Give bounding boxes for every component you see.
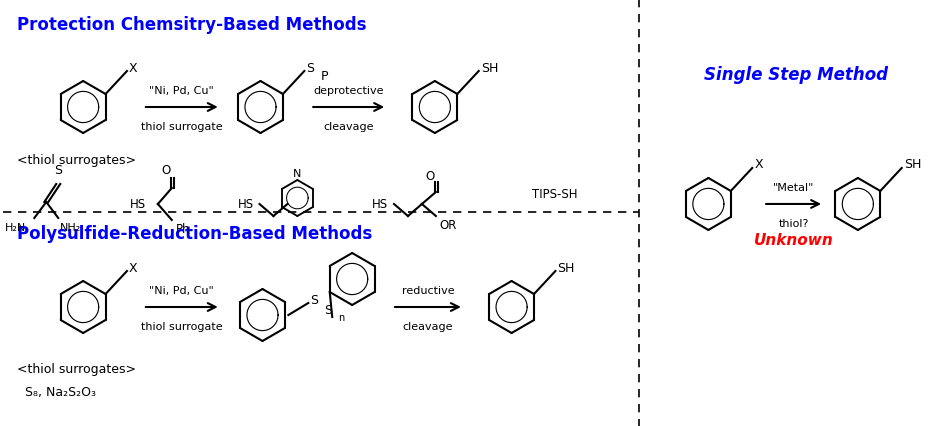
Text: deprotective: deprotective (313, 86, 384, 96)
Text: HS: HS (237, 198, 253, 211)
Text: X: X (129, 61, 137, 74)
Text: "Ni, Pd, Cu": "Ni, Pd, Cu" (149, 285, 214, 295)
Text: S: S (310, 293, 318, 306)
Text: SH: SH (557, 261, 574, 274)
Text: O: O (161, 164, 170, 177)
Text: Single Step Method: Single Step Method (704, 66, 887, 84)
Text: X: X (129, 261, 137, 274)
Text: SH: SH (902, 158, 920, 171)
Text: S: S (54, 164, 62, 177)
Text: thiol surrogate: thiol surrogate (141, 122, 223, 132)
Text: thiol?: thiol? (778, 219, 808, 228)
Text: S: S (324, 303, 332, 316)
Text: OR: OR (440, 219, 457, 231)
Text: TIPS-SH: TIPS-SH (531, 188, 576, 201)
Text: Unknown: Unknown (753, 233, 833, 248)
Text: Ph: Ph (175, 222, 190, 236)
Text: <thiol surrogates>: <thiol surrogates> (17, 362, 136, 375)
Text: cleavage: cleavage (323, 122, 373, 132)
Text: O: O (425, 170, 434, 183)
Text: "Metal": "Metal" (772, 182, 813, 193)
Text: Polysulfide-Reduction-Based Methods: Polysulfide-Reduction-Based Methods (17, 225, 372, 242)
Text: S₈, Na₂S₂O₃: S₈, Na₂S₂O₃ (26, 385, 96, 398)
Text: SH: SH (480, 61, 498, 74)
Text: NH₂: NH₂ (60, 222, 81, 233)
Text: <thiol surrogates>: <thiol surrogates> (17, 154, 136, 167)
Text: thiol surrogate: thiol surrogate (141, 321, 223, 331)
Text: H₂N: H₂N (5, 222, 27, 233)
Text: Protection Chemsitry-Based Methods: Protection Chemsitry-Based Methods (17, 16, 367, 34)
Text: "Ni, Pd, Cu": "Ni, Pd, Cu" (149, 86, 214, 96)
Text: N: N (293, 169, 301, 178)
Text: S: S (306, 61, 314, 74)
Text: X: X (753, 158, 762, 171)
Text: n: n (338, 312, 344, 322)
Text: cleavage: cleavage (403, 321, 452, 331)
Text: P: P (320, 69, 327, 82)
Text: HS: HS (129, 198, 146, 211)
Text: HS: HS (371, 198, 387, 211)
Text: reductive: reductive (401, 285, 454, 295)
